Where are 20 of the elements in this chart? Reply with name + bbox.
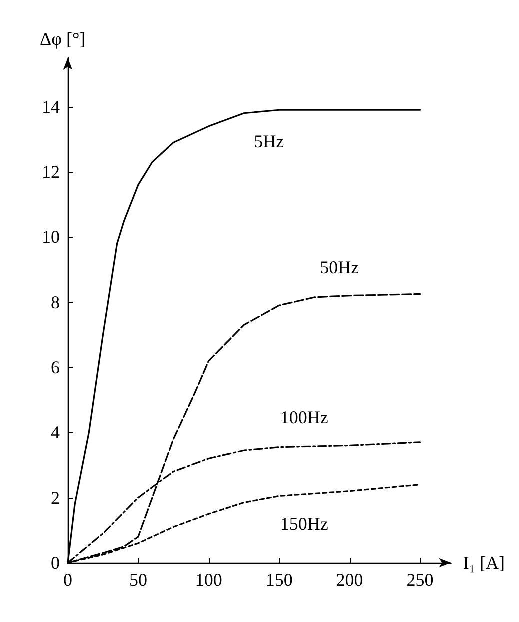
y-tick-label: 12 [42,162,60,182]
x-tick-label: 100 [195,570,222,590]
y-tick-label: 8 [51,292,60,312]
y-axis-title: Δφ [°] [40,29,86,49]
x-tick-label: 50 [129,570,148,590]
series-label: 150Hz [280,514,328,534]
y-tick-label: 6 [51,358,60,378]
x-axis-title: I₁ [A] [463,553,506,573]
y-tick-label: 0 [51,553,60,573]
x-tick-label: 200 [336,570,364,590]
y-tick-label: 10 [42,227,60,248]
y-tick-label: 14 [42,96,60,117]
x-tick-label: 0 [64,570,72,590]
series-label: 5Hz [254,131,284,152]
series-label: 100Hz [280,407,328,428]
y-tick-label: 2 [51,488,60,508]
x-tick-label: 150 [266,570,293,590]
series-label: 50Hz [320,257,360,278]
y-tick-label: 4 [51,422,60,443]
x-tick-label: 250 [406,570,434,590]
